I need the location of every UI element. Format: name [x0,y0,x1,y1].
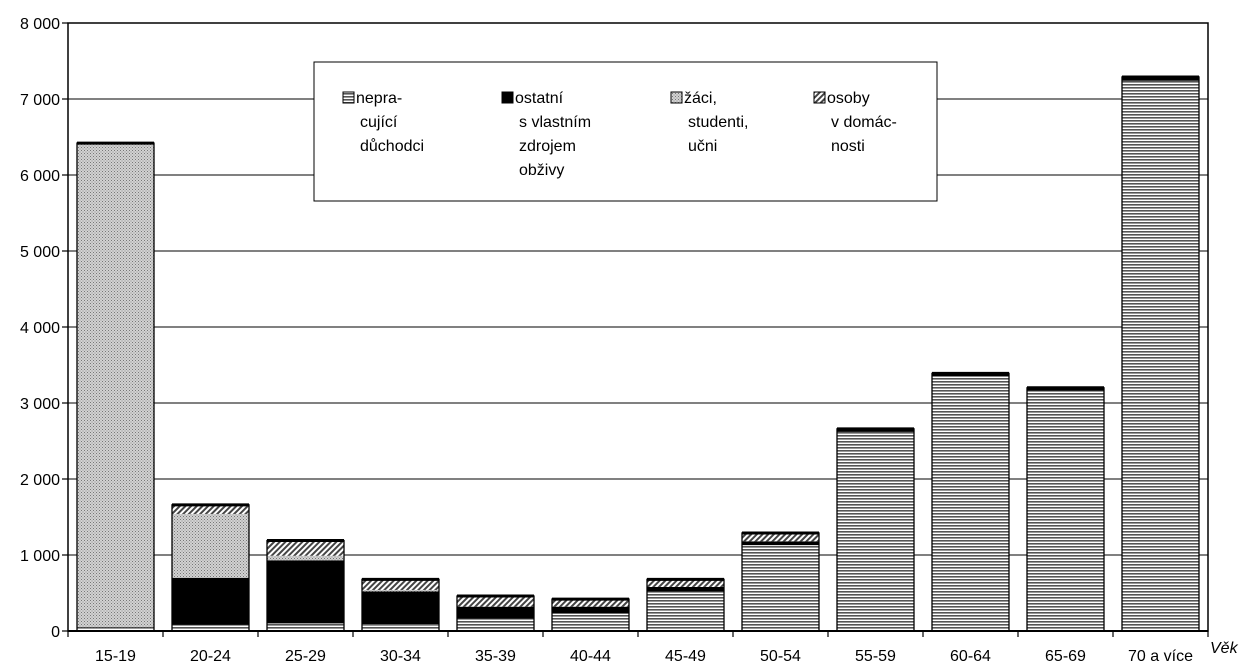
bar-segment-3-4 [362,589,439,592]
legend-label-3-line-1: žáci, [684,90,717,107]
axes [62,22,1209,637]
x-tick-label-2: 20-24 [190,648,231,665]
bar-segment-1-6 [552,613,629,631]
y-tick-label-8: 8 000 [20,16,60,33]
bar-segment-3-3 [267,555,344,561]
legend-swatch-1 [342,91,355,104]
bar-segment-4-4 [362,579,439,590]
legend-label-3-line-3: učni [688,138,717,155]
bar-segment-1-5 [457,618,534,631]
x-tick-label-5: 35-39 [475,648,516,665]
bar-segment-2-3 [267,560,344,624]
legend-label-2-line-1: ostatní [515,90,564,107]
x-tick-label-10: 60-64 [950,648,991,665]
bar-segment-2-5 [457,606,534,619]
bar-segment-4-8 [742,532,819,542]
y-tick-label-5: 5 000 [20,244,60,261]
bar-segment-1-10 [932,376,1009,631]
y-tick-label-1: 1 000 [20,548,60,565]
bar-segment-2-9 [837,429,914,432]
bar-segment-1-8 [742,545,819,631]
bar-segment-2-6 [552,606,629,614]
x-tick-label-1: 15-19 [95,648,136,665]
bar-segment-1-2 [172,624,249,631]
legend-swatch-2 [501,91,514,104]
bar-segment-2-2 [172,577,249,625]
bar-segment-1-7 [647,591,724,631]
y-tick-label-0: 0 [51,624,60,641]
x-axis-title: Věk [1210,640,1239,657]
legend-label-3-line-2: studenti, [688,114,748,131]
legend-box [313,61,938,202]
legend-label-2-line-4: obživy [519,162,564,179]
x-tick-label-7: 45-49 [665,648,706,665]
bar-segment-4-5 [457,596,534,607]
bar-segment-3-1 [77,143,154,628]
bar-segment-1-11 [1027,390,1104,631]
x-tick-label-12: 70 a více [1128,648,1193,665]
x-tick-label-11: 65-69 [1045,648,1086,665]
bar-segment-1-4 [362,624,439,631]
legend-swatch-4 [813,91,826,104]
legend-label-4-line-2: v domác- [831,114,897,131]
bar-segment-2-1 [77,627,154,628]
legend-label-1-line-1: nepra- [356,90,402,107]
bar-segment-4-7 [647,579,724,587]
bar-segment-3-2 [172,513,249,578]
y-tick-label-4: 4 000 [20,320,60,337]
legend-label-4-line-3: nosti [831,138,865,155]
legend-label-1-line-2: cující [360,114,398,131]
bar-segment-2-8 [742,541,819,546]
bar-segment-1-12 [1122,80,1199,631]
tick-labels: 0 1 000 2 000 3 000 4 000 5 000 6 000 7 000 8 00… [20,16,1193,665]
y-tick-label-7: 7 000 [20,92,60,109]
legend-label-1-line-3: důchodci [360,137,424,155]
bars [76,75,1200,632]
x-tick-label-4: 30-34 [380,648,421,665]
bar-segment-2-7 [647,586,724,592]
bar-segment-2-11 [1027,388,1104,391]
bar-segment-2-12 [1122,77,1199,81]
legend-label-2-line-2: s vlastním [519,114,591,131]
legend-label-4-line-1: osoby [827,90,870,107]
bar-segment-1-1 [77,627,154,631]
bar-segment-2-4 [362,591,439,625]
legend-label-2-line-3: zdrojem [519,138,576,155]
x-tick-label-8: 50-54 [760,648,801,665]
x-tick-label-3: 25-29 [285,648,326,665]
legend-swatch-3 [670,91,683,104]
x-tick-label-6: 40-44 [570,648,611,665]
bar-segment-4-6 [552,599,629,607]
y-tick-label-3: 3 000 [20,396,60,413]
bar-segment-4-3 [267,540,344,556]
bar-segment-4-2 [172,504,249,514]
bar-segment-2-10 [932,374,1009,377]
bar-segment-1-3 [267,623,344,631]
bar-segment-1-9 [837,431,914,631]
legend: nepra-cující důchodci ostatní s vlastním zdr… [313,61,938,202]
y-tick-label-6: 6 000 [20,168,60,185]
x-tick-label-9: 55-59 [855,648,896,665]
y-tick-label-2: 2 000 [20,472,60,489]
